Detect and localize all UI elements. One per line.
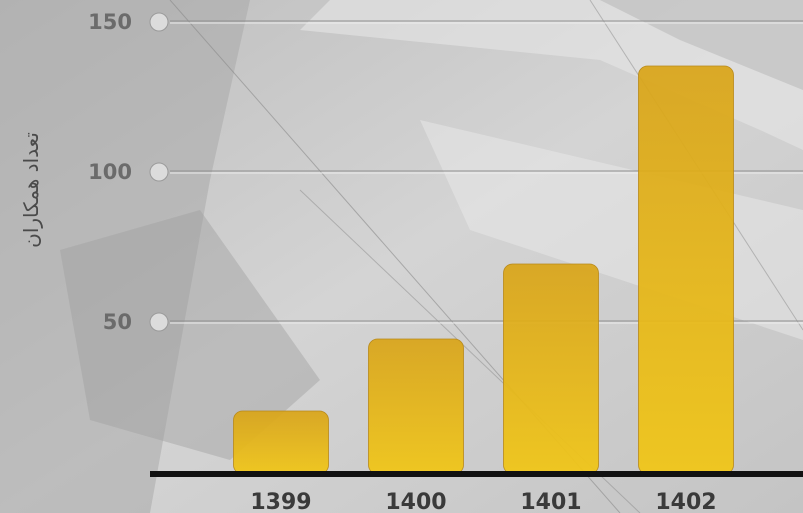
- y-tick-label: 150: [88, 10, 132, 34]
- x-tick-label-1399: 1399: [250, 490, 311, 513]
- x-tick-labels: 1399 1400 1401 1402: [250, 490, 716, 513]
- y-tick-label: 50: [103, 310, 132, 334]
- grid-marker: [149, 12, 169, 32]
- x-tick-label-1400: 1400: [385, 490, 446, 513]
- x-tick-label-1402: 1402: [655, 490, 716, 513]
- y-tick-label: 100: [88, 160, 132, 184]
- x-tick-label-1401: 1401: [520, 490, 581, 513]
- y-axis-label: تعداد همکاران: [19, 132, 43, 248]
- bar-1400: [368, 338, 464, 475]
- grid-marker: [149, 162, 169, 182]
- bars: [233, 65, 734, 475]
- bar-1401: [503, 263, 599, 475]
- bar-1399: [233, 410, 329, 475]
- grid-marker: [149, 312, 169, 332]
- bar-1402: [638, 65, 734, 475]
